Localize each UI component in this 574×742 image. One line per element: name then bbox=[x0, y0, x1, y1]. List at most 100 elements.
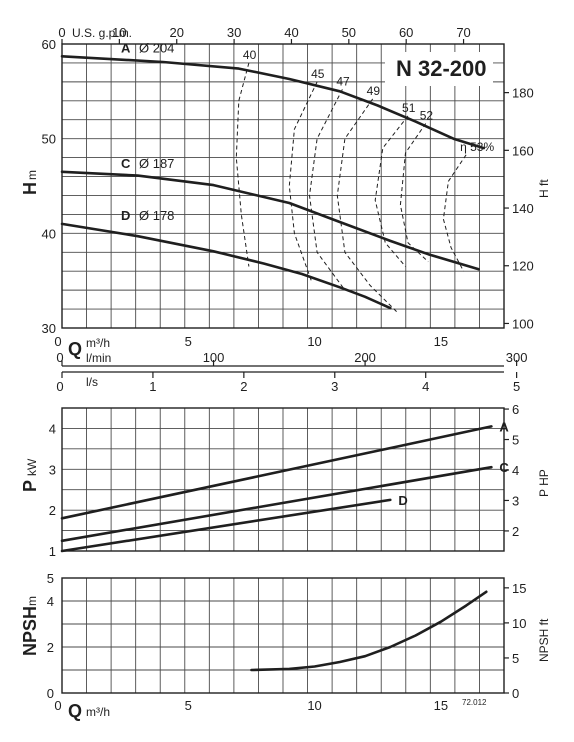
head-curve-c bbox=[60, 170, 480, 271]
lmin-tick: 100 bbox=[203, 350, 225, 365]
power-curve-a bbox=[60, 425, 493, 520]
ls-ticks: 0 1 2 3 4 5 bbox=[56, 372, 520, 394]
figure-code: 72.012 bbox=[462, 698, 487, 707]
head-curve-d bbox=[60, 222, 392, 310]
hp-tick: 6 bbox=[512, 402, 519, 417]
head-curve-name: D bbox=[121, 208, 130, 223]
efficiency-label: 45 bbox=[311, 67, 325, 81]
head-curves bbox=[60, 55, 486, 310]
npsh-ft-tick: 5 bbox=[512, 651, 519, 666]
lmin-tick: 300 bbox=[506, 350, 528, 365]
npsh-left-ticks: 0 2 4 5 bbox=[47, 571, 54, 701]
power-curve-name: D bbox=[398, 493, 407, 508]
hp-tick: 3 bbox=[512, 493, 519, 508]
ls-tick: 3 bbox=[331, 379, 338, 394]
efficiency-label: 49 bbox=[367, 84, 381, 98]
head-ft-axis-label: H ft bbox=[537, 179, 551, 198]
power-curve-name: A bbox=[499, 419, 509, 434]
gpm-tick: 30 bbox=[227, 25, 241, 40]
power-left-ticks: 1 2 3 4 bbox=[49, 421, 56, 559]
gpm-tick: 0 bbox=[58, 25, 65, 40]
npsh-ft-tick: 10 bbox=[512, 616, 526, 631]
model-label-box bbox=[385, 52, 493, 86]
ls-tick: 2 bbox=[240, 379, 247, 394]
head-tick: 60 bbox=[42, 37, 56, 52]
gpm-tick: 10 bbox=[112, 25, 126, 40]
q-tick: 5 bbox=[185, 334, 192, 349]
q-tick: 15 bbox=[434, 334, 448, 349]
power-tick: 2 bbox=[49, 503, 56, 518]
lmin-tick: 0 bbox=[56, 350, 63, 365]
gpm-axis-label: U.S. g.p.m. bbox=[72, 26, 132, 40]
gpm-tick: 50 bbox=[342, 25, 356, 40]
q-tick: 0 bbox=[54, 334, 61, 349]
q-tick: 10 bbox=[307, 334, 321, 349]
ls-tick: 0 bbox=[56, 379, 63, 394]
head-chart-frame bbox=[61, 43, 505, 329]
efficiency-curve bbox=[235, 62, 250, 267]
npsh-q-axis-label: Q bbox=[68, 701, 82, 721]
npsh-q-tick: 5 bbox=[185, 698, 192, 713]
hp-tick: 2 bbox=[512, 524, 519, 539]
q-axis-label: Q bbox=[68, 339, 82, 359]
ls-tick: 1 bbox=[149, 379, 156, 394]
npsh-chart-grid bbox=[62, 578, 504, 693]
power-curve-d bbox=[60, 498, 392, 553]
efficiency-curve bbox=[374, 115, 409, 267]
npsh-ft-tick: 15 bbox=[512, 581, 526, 596]
power-tick: 4 bbox=[49, 421, 56, 436]
gpm-tick: 40 bbox=[284, 25, 298, 40]
ft-tick: 180 bbox=[512, 86, 534, 101]
q-ticks-bottom: 0 5 10 15 bbox=[54, 698, 448, 713]
head-curve-diameter: Ø 178 bbox=[139, 208, 174, 223]
npsh-axis-unit: m bbox=[25, 596, 39, 606]
npsh-q-tick: 0 bbox=[54, 698, 61, 713]
power-tick: 3 bbox=[49, 462, 56, 477]
head-curve-diameter: Ø 204 bbox=[139, 40, 174, 55]
gpm-ticks: 0 10 20 30 40 50 60 70 bbox=[58, 25, 471, 44]
lmin-ticks: 0 100 200 300 bbox=[56, 350, 527, 366]
npsh-tick: 2 bbox=[47, 640, 54, 655]
hp-tick: 5 bbox=[512, 433, 519, 448]
ft-tick: 100 bbox=[512, 316, 534, 331]
npsh-q-tick: 15 bbox=[434, 698, 448, 713]
head-curve-diameter: Ø 187 bbox=[139, 156, 174, 171]
model-label: N 32-200 bbox=[396, 56, 487, 81]
ft-tick: 160 bbox=[512, 143, 534, 158]
power-curve-labels: A C D bbox=[398, 419, 509, 508]
efficiency-curve bbox=[308, 89, 346, 291]
head-axis-unit: m bbox=[25, 170, 39, 180]
lmin-axis-label: l/min bbox=[86, 351, 111, 365]
power-curve-name: C bbox=[499, 460, 509, 475]
power-chart-frame bbox=[61, 407, 505, 552]
gpm-tick: 20 bbox=[169, 25, 183, 40]
lmin-tick: 200 bbox=[354, 350, 376, 365]
efficiency-label: 51 bbox=[402, 101, 416, 115]
power-hp-ticks: 2 3 4 5 6 bbox=[504, 402, 519, 539]
npsh-tick: 0 bbox=[47, 686, 54, 701]
efficiency-curve bbox=[399, 123, 429, 263]
ft-tick: 120 bbox=[512, 259, 534, 274]
npsh-tick: 5 bbox=[47, 571, 54, 586]
ls-tick: 4 bbox=[422, 379, 429, 394]
power-curve-c bbox=[60, 465, 493, 543]
head-curve-a bbox=[60, 55, 486, 150]
power-hp-axis-label: P HP bbox=[537, 469, 551, 497]
head-tick: 50 bbox=[42, 132, 56, 147]
efficiency-label: 40 bbox=[243, 48, 257, 62]
ls-axis-label: l/s bbox=[86, 375, 98, 389]
head-left-ticks: 30 40 50 60 bbox=[42, 37, 56, 336]
ls-tick: 5 bbox=[513, 379, 520, 394]
power-chart-grid bbox=[62, 408, 504, 551]
efficiency-curve bbox=[336, 98, 399, 314]
ft-tick: 140 bbox=[512, 201, 534, 216]
power-axis-label: P bbox=[20, 480, 40, 492]
q-axis-unit: m³/h bbox=[86, 336, 110, 350]
power-tick: 1 bbox=[49, 544, 56, 559]
npsh-q-axis-unit: m³/h bbox=[86, 705, 110, 719]
npsh-axis-label: NPSH bbox=[20, 606, 40, 656]
q-ticks-top: 0 5 10 15 bbox=[54, 334, 448, 349]
npsh-tick: 4 bbox=[47, 594, 54, 609]
npsh-chart-frame bbox=[61, 577, 505, 694]
